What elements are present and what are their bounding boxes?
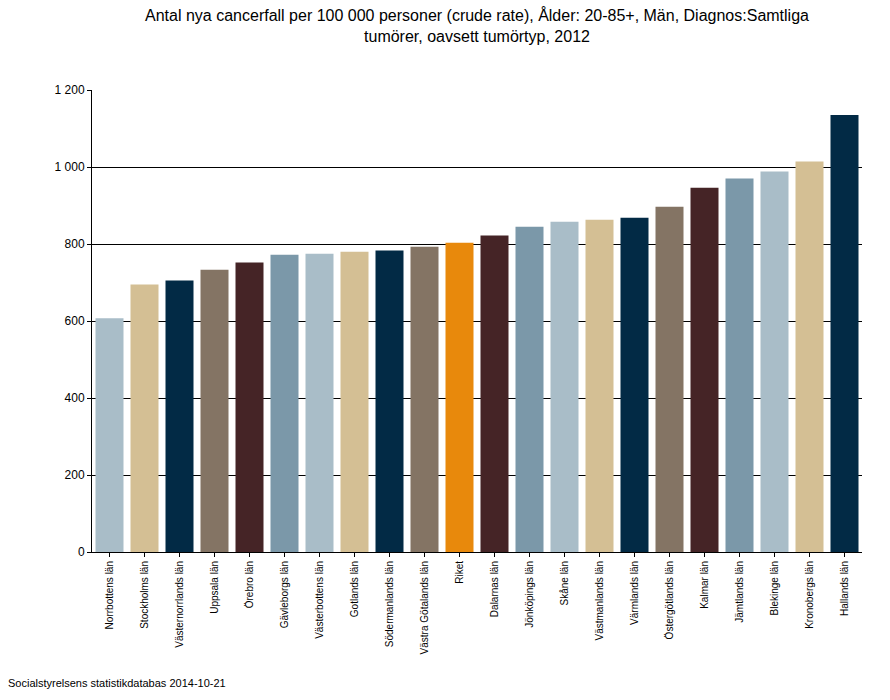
svg-text:Örebro län: Örebro län (244, 561, 255, 608)
svg-text:Hallands län: Hallands län (839, 561, 850, 616)
svg-text:Västra Götalands län: Västra Götalands län (419, 561, 430, 654)
svg-text:1 200: 1 200 (55, 83, 85, 97)
svg-text:Dalarnas län: Dalarnas län (489, 561, 500, 617)
svg-text:Kronobergs län: Kronobergs län (804, 561, 815, 629)
svg-text:Värmlands län: Värmlands län (629, 561, 640, 625)
svg-text:Gotlands län: Gotlands län (349, 561, 360, 617)
svg-text:Östergötlands län: Östergötlands län (664, 561, 675, 639)
svg-text:Västmanlands län: Västmanlands län (594, 561, 605, 641)
svg-text:Riket: Riket (454, 561, 465, 584)
svg-text:Norrbottens län: Norrbottens län (104, 561, 115, 629)
svg-text:400: 400 (65, 391, 85, 405)
svg-text:0: 0 (78, 545, 85, 559)
svg-text:Kalmar län: Kalmar län (699, 561, 710, 609)
svg-text:Stockholms län: Stockholms län (139, 561, 150, 629)
svg-text:Västerbottens län: Västerbottens län (314, 561, 325, 639)
svg-text:200: 200 (65, 468, 85, 482)
svg-text:Uppsala län: Uppsala län (209, 561, 220, 614)
svg-text:Blekinge län: Blekinge län (769, 561, 780, 615)
svg-text:600: 600 (65, 314, 85, 328)
svg-text:Antal nya cancerfall per 100 0: Antal nya cancerfall per 100 000 persone… (145, 6, 809, 45)
svg-text:1 000: 1 000 (55, 160, 85, 174)
svg-text:Socialstyrelsens statistikdata: Socialstyrelsens statistikdatabas 2014-1… (8, 677, 226, 689)
svg-text:Västernorrlands län: Västernorrlands län (174, 561, 185, 648)
svg-text:Skåne län: Skåne län (559, 561, 570, 605)
svg-text:Gävleborgs län: Gävleborgs län (279, 561, 290, 628)
svg-text:Södermanlands län: Södermanlands län (384, 561, 395, 647)
svg-text:Jämtlands län: Jämtlands län (734, 561, 745, 623)
svg-text:Jönköpings län: Jönköpings län (524, 561, 535, 628)
svg-text:800: 800 (65, 237, 85, 251)
